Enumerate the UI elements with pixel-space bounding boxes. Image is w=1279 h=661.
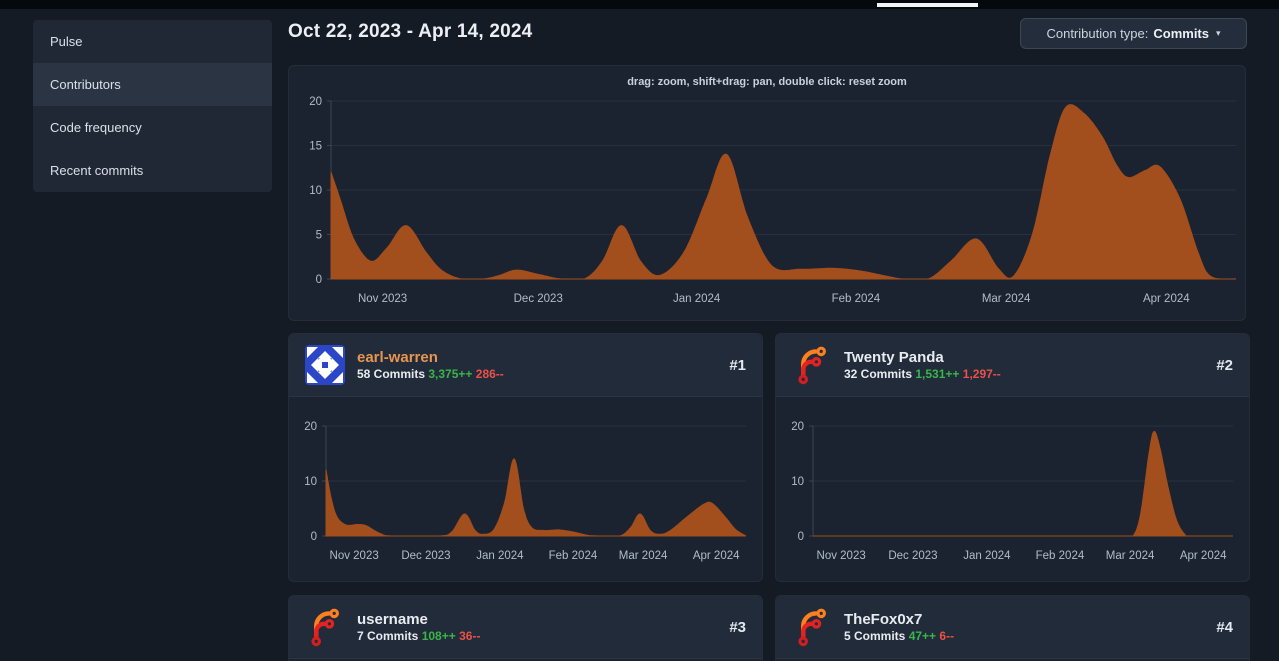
contributor-chart[interactable]: 0 10 20 Nov 2023 Dec 2023 Jan 2024 Feb 2024 Mar… (289, 397, 762, 581)
main-contributions-chart-panel: drag: zoom, shift+drag: pan, double clic… (288, 65, 1246, 321)
commit-count: 5 Commits (844, 629, 906, 643)
contributor-stats: 32 Commits 1,531++ 1,297-- (844, 368, 1001, 380)
svg-text:Mar 2024: Mar 2024 (1106, 550, 1155, 562)
svg-text:Jan 2024: Jan 2024 (963, 550, 1011, 562)
svg-text:0: 0 (316, 274, 322, 286)
contributor-card: username 7 Commits 108++ 36-- #3 (288, 595, 763, 661)
contribution-type-value: Commits (1153, 26, 1209, 41)
svg-text:Feb 2024: Feb 2024 (549, 550, 598, 562)
svg-text:10: 10 (304, 476, 317, 488)
commit-count: 58 Commits (357, 367, 426, 381)
contributor-name: username (357, 611, 428, 628)
svg-text:Apr 2024: Apr 2024 (1180, 550, 1227, 562)
deletions-count: 6-- (939, 629, 955, 643)
contributor-rank: #1 (729, 356, 746, 374)
deletions-count: 286-- (475, 367, 504, 381)
contributor-rank: #4 (1216, 618, 1233, 636)
svg-text:15: 15 (309, 141, 322, 153)
additions-count: 108++ (421, 629, 456, 643)
contributor-name: Twenty Panda (844, 349, 944, 366)
additions-count: 3,375++ (428, 367, 473, 381)
contributor-card: Twenty Panda 32 Commits 1,531++ 1,297-- … (775, 333, 1250, 582)
commit-count: 7 Commits (357, 629, 419, 643)
chevron-down-icon: ▾ (1216, 28, 1221, 38)
activity-sidebar-menu: Pulse Contributors Code frequency Recent… (33, 20, 272, 192)
deletions-count: 1,297-- (962, 367, 1001, 381)
svg-text:20: 20 (304, 421, 317, 433)
svg-text:Nov 2023: Nov 2023 (330, 550, 379, 562)
svg-text:0: 0 (798, 531, 804, 543)
contributor-identity: username 7 Commits 108++ 36-- (357, 612, 480, 642)
contributor-card-header: earl-warren 58 Commits 3,375++ 286-- #1 (289, 334, 762, 397)
svg-text:Nov 2023: Nov 2023 (817, 550, 866, 562)
contribution-type-label: Contribution type: (1046, 26, 1149, 41)
svg-text:Dec 2023: Dec 2023 (888, 550, 937, 562)
contributor-identity: earl-warren 58 Commits 3,375++ 286-- (357, 350, 504, 380)
svg-text:Mar 2024: Mar 2024 (982, 293, 1031, 305)
svg-text:Mar 2024: Mar 2024 (619, 550, 668, 562)
svg-text:0: 0 (311, 531, 317, 543)
sidebar-item-pulse[interactable]: Pulse (50, 34, 83, 49)
contributor-card: earl-warren 58 Commits 3,375++ 286-- #1 … (288, 333, 763, 582)
contributor-card-header: Twenty Panda 32 Commits 1,531++ 1,297-- … (776, 334, 1249, 397)
svg-text:20: 20 (791, 421, 804, 433)
active-tab-underline (877, 3, 978, 7)
forgejo-logo-avatar (798, 346, 826, 385)
additions-count: 47++ (908, 629, 937, 643)
svg-text:Dec 2023: Dec 2023 (514, 293, 563, 305)
contributor-identity: Twenty Panda 32 Commits 1,531++ 1,297-- (844, 350, 1001, 380)
sidebar-item-recent-commits[interactable]: Recent commits (50, 163, 144, 178)
main-contributions-chart[interactable]: 0 5 10 15 20 Nov 2023 Dec 2023 Jan 2024 Feb 2024… (289, 66, 1245, 320)
contributor-stats: 7 Commits 108++ 36-- (357, 630, 480, 642)
contributor-chart[interactable]: 0 10 20 Nov 2023 Dec 2023 Jan 2024 Feb 2024 Mar… (776, 397, 1249, 581)
contributor-name: TheFox0x7 (844, 611, 923, 628)
sidebar-item-code-frequency[interactable]: Code frequency (50, 120, 142, 135)
additions-count: 1,531++ (915, 367, 960, 381)
svg-text:Dec 2023: Dec 2023 (401, 550, 450, 562)
chart-zoom-hint: drag: zoom, shift+drag: pan, double clic… (627, 76, 907, 88)
deletions-count: 36-- (459, 629, 481, 643)
contributor-card-header: username 7 Commits 108++ 36-- #3 (289, 596, 762, 659)
contributor-card-header: TheFox0x7 5 Commits 47++ 6-- #4 (776, 596, 1249, 659)
forgejo-logo-avatar (311, 608, 339, 647)
contributor-name-link[interactable]: earl-warren (357, 349, 438, 366)
date-range-title: Oct 22, 2023 - Apr 14, 2024 (288, 21, 533, 42)
identicon-avatar (305, 345, 345, 385)
svg-text:Feb 2024: Feb 2024 (832, 293, 881, 305)
svg-text:10: 10 (309, 185, 322, 197)
svg-text:5: 5 (316, 230, 322, 242)
svg-text:10: 10 (791, 476, 804, 488)
contributor-card: TheFox0x7 5 Commits 47++ 6-- #4 (775, 595, 1250, 661)
contribution-type-dropdown[interactable]: Contribution type: Commits ▾ (1020, 18, 1247, 49)
sidebar-item-contributors[interactable]: Contributors (33, 63, 272, 106)
svg-text:Jan 2024: Jan 2024 (476, 550, 524, 562)
svg-text:Jan 2024: Jan 2024 (673, 293, 721, 305)
svg-text:20: 20 (309, 96, 322, 108)
contributor-rank: #2 (1216, 356, 1233, 374)
top-tab-bar (0, 0, 1279, 9)
svg-text:Apr 2024: Apr 2024 (693, 550, 740, 562)
forgejo-logo-avatar (798, 608, 826, 647)
contributor-rank: #3 (729, 618, 746, 636)
svg-text:Nov 2023: Nov 2023 (358, 293, 407, 305)
contributor-identity: TheFox0x7 5 Commits 47++ 6-- (844, 612, 954, 642)
svg-text:Apr 2024: Apr 2024 (1143, 293, 1190, 305)
contributor-stats: 58 Commits 3,375++ 286-- (357, 368, 504, 380)
commit-count: 32 Commits (844, 367, 913, 381)
contributor-stats: 5 Commits 47++ 6-- (844, 630, 954, 642)
svg-text:Feb 2024: Feb 2024 (1036, 550, 1085, 562)
